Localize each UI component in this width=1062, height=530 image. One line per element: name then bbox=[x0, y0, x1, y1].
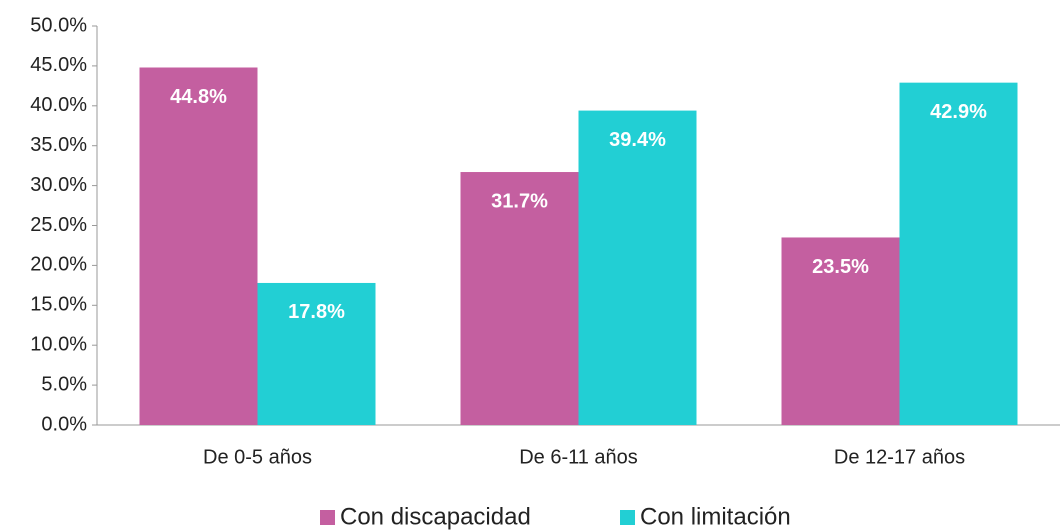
y-tick-label: 5.0% bbox=[41, 373, 87, 395]
bar bbox=[139, 67, 258, 425]
bar bbox=[899, 82, 1018, 426]
x-tick-label: De 0-5 años bbox=[203, 446, 312, 468]
bar bbox=[460, 172, 579, 425]
x-tick-label: De 12-17 años bbox=[834, 446, 965, 468]
y-tick-label: 0.0% bbox=[41, 413, 87, 435]
y-tick-label: 45.0% bbox=[30, 54, 87, 76]
y-tick-label: 20.0% bbox=[30, 254, 87, 276]
legend-swatch bbox=[620, 510, 635, 525]
value-label: 42.9% bbox=[930, 101, 987, 123]
value-label: 31.7% bbox=[491, 190, 548, 212]
bar bbox=[578, 110, 697, 425]
y-tick-label: 50.0% bbox=[30, 14, 87, 36]
y-tick-label: 30.0% bbox=[30, 174, 87, 196]
y-tick-label: 15.0% bbox=[30, 294, 87, 316]
value-label: 23.5% bbox=[812, 256, 869, 278]
x-tick-label: De 6-11 años bbox=[519, 446, 638, 468]
legend-label: Con limitación bbox=[640, 503, 791, 530]
bar bbox=[781, 237, 900, 425]
legend-label: Con discapacidad bbox=[340, 503, 531, 530]
value-label: 44.8% bbox=[170, 86, 227, 108]
bar bbox=[257, 282, 376, 425]
legend-swatch bbox=[320, 510, 335, 525]
y-tick-label: 40.0% bbox=[30, 94, 87, 116]
y-tick-label: 35.0% bbox=[30, 134, 87, 156]
y-tick-label: 25.0% bbox=[30, 214, 87, 236]
value-label: 39.4% bbox=[609, 129, 666, 151]
value-label: 17.8% bbox=[288, 301, 345, 323]
y-tick-label: 10.0% bbox=[30, 333, 87, 355]
